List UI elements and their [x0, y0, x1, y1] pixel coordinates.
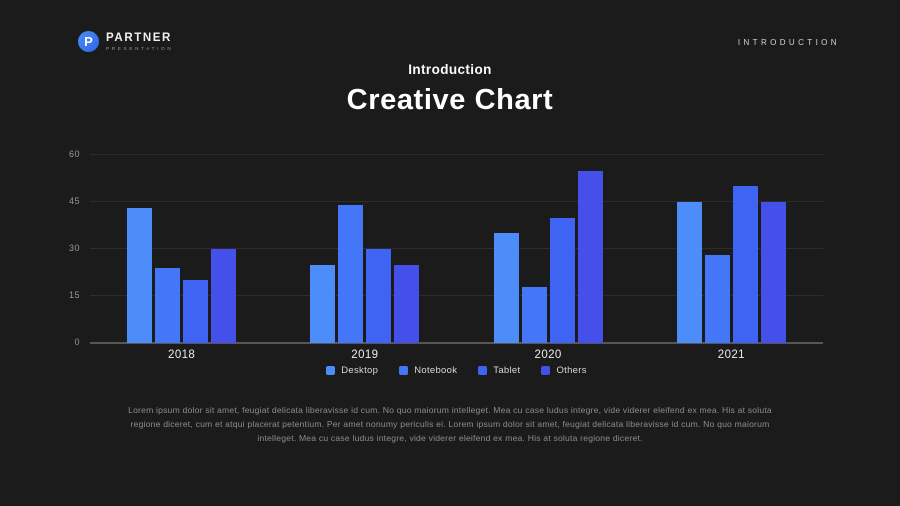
legend-label: Tablet: [493, 365, 521, 376]
bar-notebook-2020[interactable]: [521, 286, 547, 343]
y-tick-60: 60: [68, 149, 80, 159]
gridline-60: [90, 154, 823, 155]
page-title: Creative Chart: [346, 84, 554, 116]
y-tick-45: 45: [68, 196, 80, 206]
bar-others-2021[interactable]: [760, 202, 786, 343]
y-tick-15: 15: [68, 290, 80, 300]
y-tick-30: 30: [68, 243, 80, 253]
bar-group-2019: 2019: [273, 155, 456, 361]
slide-subtitle: Introduction: [408, 62, 492, 77]
logo[interactable]: P PARTNER PRESENTATION: [78, 31, 173, 52]
plot-area: 0 15 30 45 60 2018 2019 2020 2021: [69, 149, 823, 361]
bar-group-2020: 2020: [457, 155, 640, 361]
bar-groups: 2018 2019 2020 2021: [90, 155, 823, 361]
bar-notebook-2021[interactable]: [704, 255, 730, 343]
bar-tablet-2019[interactable]: [366, 249, 392, 343]
bar-others-2020[interactable]: [577, 170, 603, 343]
partner-logo-icon: P: [78, 31, 99, 52]
logo-text: PARTNER PRESENTATION: [106, 32, 173, 51]
legend-item-others[interactable]: Others: [541, 365, 586, 376]
legend: Desktop Notebook Tablet Others: [90, 365, 823, 376]
y-tick-0: 0: [74, 337, 80, 347]
legend-swatch-desktop: [326, 366, 336, 375]
x-tick-2018: 2018: [168, 349, 196, 361]
gridline-45: [90, 201, 823, 202]
bar-tablet-2020[interactable]: [549, 217, 575, 343]
brand-name: PARTNER: [106, 32, 172, 44]
gridline-30: [90, 248, 823, 249]
x-tick-2021: 2021: [717, 349, 745, 361]
footer-paragraph: Lorem ipsum dolor sit amet, feugiat deli…: [128, 405, 772, 443]
bar-desktop-2021[interactable]: [676, 202, 702, 343]
legend-swatch-tablet: [478, 366, 488, 375]
brand-tagline: PRESENTATION: [106, 46, 174, 51]
bar-tablet-2021[interactable]: [732, 186, 758, 343]
legend-label: Desktop: [341, 365, 379, 376]
gridline-15: [90, 295, 823, 296]
legend-label: Notebook: [414, 365, 458, 376]
legend-label: Others: [556, 365, 587, 376]
bar-others-2019[interactable]: [394, 264, 420, 343]
x-tick-2019: 2019: [351, 349, 379, 361]
legend-item-notebook[interactable]: Notebook: [399, 365, 457, 376]
bar-group-2018: 2018: [90, 155, 273, 361]
legend-swatch-notebook: [399, 366, 409, 375]
bar-notebook-2018[interactable]: [155, 267, 181, 343]
bar-notebook-2019[interactable]: [338, 205, 364, 343]
bar-desktop-2018[interactable]: [127, 208, 153, 343]
bar-desktop-2020[interactable]: [493, 233, 519, 343]
bar-desktop-2019[interactable]: [310, 264, 336, 343]
header: P PARTNER PRESENTATION INTRODUCTION: [78, 31, 840, 52]
legend-item-tablet[interactable]: Tablet: [478, 365, 520, 376]
x-tick-2020: 2020: [534, 349, 562, 361]
bar-others-2018[interactable]: [211, 249, 237, 343]
legend-item-desktop[interactable]: Desktop: [326, 365, 378, 376]
bar-group-2021: 2021: [640, 155, 823, 361]
y-axis-labels: 0 15 30 45 60: [52, 149, 80, 347]
x-axis-line: [90, 342, 823, 344]
section-label: INTRODUCTION: [737, 38, 840, 47]
legend-swatch-others: [541, 366, 551, 375]
bar-tablet-2018[interactable]: [183, 280, 209, 343]
